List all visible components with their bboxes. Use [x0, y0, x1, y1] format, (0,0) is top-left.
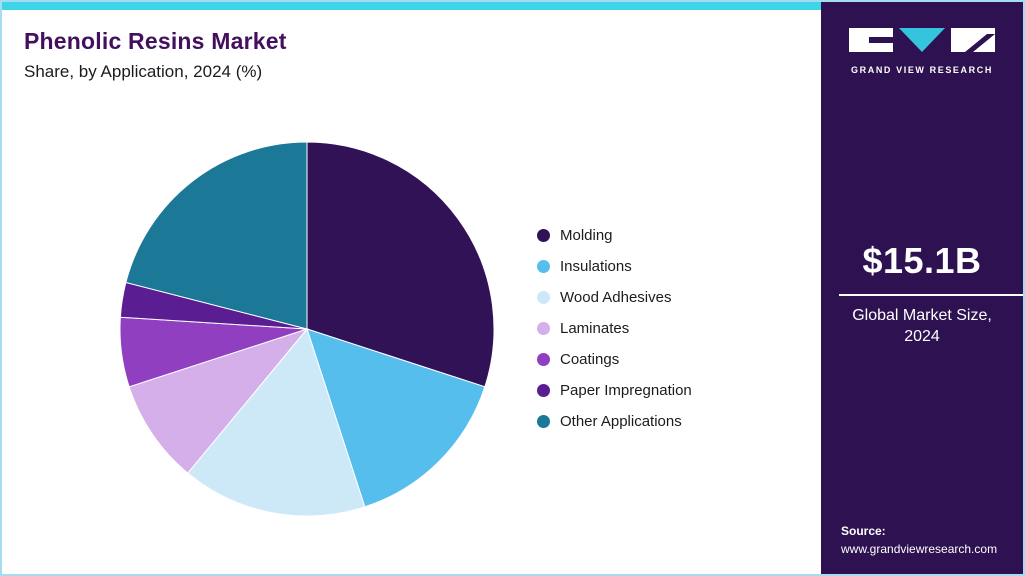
pie-chart: [107, 129, 507, 529]
legend-label: Insulations: [560, 258, 632, 275]
legend-item-other-applications: Other Applications: [537, 413, 692, 430]
pie-chart-svg: [119, 141, 495, 517]
legend-swatch-insulations: [537, 260, 550, 273]
legend-item-insulations: Insulations: [537, 258, 692, 275]
legend-item-wood-adhesives: Wood Adhesives: [537, 289, 692, 306]
sidebar: GRAND VIEW RESEARCH $15.1B Global Market…: [821, 2, 1023, 574]
legend-label: Other Applications: [560, 413, 682, 430]
pie-slice-molding: [306, 141, 495, 388]
pie-slice-wood-adhesives: [187, 327, 366, 517]
legend-swatch-laminates: [537, 322, 550, 335]
legend-label: Wood Adhesives: [560, 289, 672, 306]
page-title: Phenolic Resins Market: [24, 28, 287, 54]
legend-swatch-coatings: [537, 353, 550, 366]
header: Phenolic Resins Market Share, by Applica…: [24, 28, 287, 82]
legend-swatch-molding: [537, 229, 550, 242]
brand-logo-text: GRAND VIEW RESEARCH: [851, 65, 993, 75]
legend-swatch-wood-adhesives: [537, 291, 550, 304]
legend-label: Laminates: [560, 320, 630, 337]
grand-view-research-logo-icon: [849, 28, 995, 52]
page-subtitle: Share, by Application, 2024 (%): [24, 62, 263, 81]
legend-swatch-other-applications: [537, 415, 550, 428]
brand-logo: GRAND VIEW RESEARCH: [821, 26, 1023, 75]
legend-item-laminates: Laminates: [537, 320, 692, 337]
pie-slice-insulations: [306, 328, 486, 508]
legend-label: Coatings: [560, 351, 620, 368]
legend-label: Paper Impregnation: [560, 382, 692, 399]
market-size-value: $15.1B: [862, 240, 982, 281]
legend-item-coatings: Coatings: [537, 351, 692, 368]
pie-slice-laminates: [128, 327, 309, 474]
legend-label: Molding: [560, 227, 613, 244]
source-url: www.grandviewresearch.com: [841, 542, 998, 556]
top-accent-bar: [2, 2, 825, 10]
market-size-divider: [839, 294, 1023, 296]
market-size-block: $15.1B Global Market Size, 2024: [821, 240, 1023, 348]
source-block: Source: www.grandviewresearch.com: [841, 524, 997, 556]
legend-item-molding: Molding: [537, 227, 692, 244]
pie-slice-other-applications: [125, 141, 308, 330]
legend-swatch-paper-impregnation: [537, 384, 550, 397]
source-label: Source:: [841, 524, 886, 538]
chart-legend: Molding Insulations Wood Adhesives Lamin…: [537, 227, 692, 430]
market-size-label: Global Market Size, 2024: [852, 307, 992, 345]
legend-item-paper-impregnation: Paper Impregnation: [537, 382, 692, 399]
